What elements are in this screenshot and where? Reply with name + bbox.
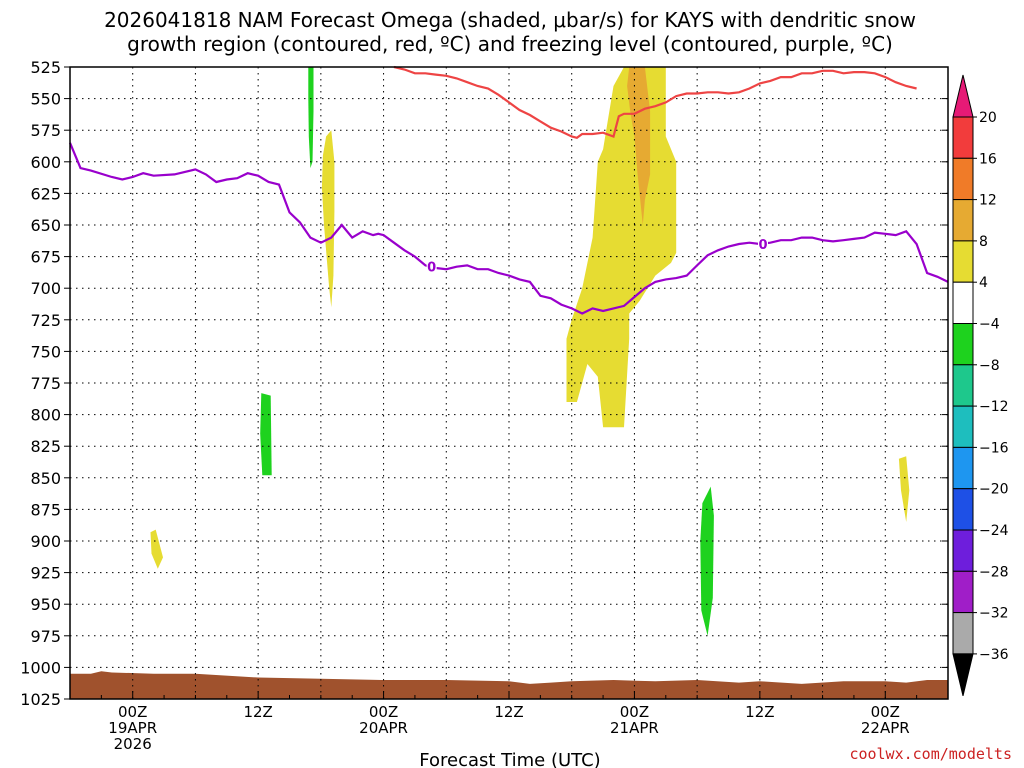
colorbar-tick-label: −36 [979, 647, 1009, 663]
colorbar-tick-label: −32 [979, 606, 1009, 622]
freezing-label-bg [757, 236, 768, 251]
y-tick-label: 850 [30, 469, 61, 488]
x-tick-label: 12Z [494, 703, 523, 721]
y-tick-label: 1000 [20, 658, 61, 677]
colorbar-tick-label: 16 [979, 151, 997, 167]
x-axis-label: Forecast Time (UTC) [419, 750, 600, 768]
freezing-level-label: 0 [427, 261, 436, 276]
colorbar-swatch [952, 612, 974, 655]
y-tick-label: 725 [30, 311, 61, 330]
colorbar-tick-label: −20 [979, 482, 1009, 498]
colorbar-tick-label: −28 [979, 564, 1009, 580]
x-tick-label: 20APR [359, 719, 408, 737]
colorbar-swatch [952, 405, 974, 448]
y-tick-label: 1025 [20, 690, 61, 709]
dgz-contour-line [393, 65, 917, 139]
y-tick-label: 775 [30, 374, 61, 393]
x-tick-label: 21APR [610, 719, 659, 737]
colorbar-tick-label: 12 [979, 193, 997, 209]
omega-region-yellow-streak [321, 130, 335, 308]
site-credit: coolwx.com/modelts [849, 745, 1012, 763]
y-tick-label: 525 [30, 58, 61, 77]
colorbar-swatch [952, 323, 974, 366]
colorbar-top-triangle [952, 74, 974, 118]
grid-lines [70, 67, 948, 699]
colorbar-tick-label: −12 [979, 399, 1009, 415]
x-tick-label: 12Z [745, 703, 774, 721]
y-tick-label: 650 [30, 216, 61, 235]
omega-region-green-streak [308, 67, 314, 169]
colorbar-bottom-triangle [952, 653, 974, 697]
x-tick-label: 2026 [114, 735, 152, 753]
colorbar-tick-label: −16 [979, 440, 1009, 456]
freezing-level-label: 0 [758, 238, 767, 253]
y-tick-label: 875 [30, 500, 61, 519]
colorbar-tick-label: 20 [979, 110, 997, 126]
y-tick-label: 600 [30, 153, 61, 172]
x-tick-label: 12Z [243, 703, 272, 721]
y-tick-label: 750 [30, 342, 61, 361]
colorbar-tick-label: −24 [979, 523, 1009, 539]
y-axis-ticks: 525 550 575 600 625 650 675 700 725 750 775 800 825 8… [20, 58, 948, 709]
colorbar-swatch [952, 281, 974, 325]
x-tick-label: 00Z [620, 703, 649, 721]
y-tick-label: 925 [30, 564, 61, 583]
omega-region-yellow-blob-1 [566, 67, 677, 428]
x-tick-label: 00Z [118, 703, 147, 721]
colorbar-swatch [952, 240, 974, 283]
freezing-level-line [68, 142, 949, 315]
x-tick-label: 00Z [871, 703, 900, 721]
colorbar-swatch [952, 488, 974, 531]
omega-region-green-blob-2 [700, 486, 714, 636]
x-tick-label: 00Z [369, 703, 398, 721]
colorbar-swatch [952, 116, 974, 159]
y-tick-label: 975 [30, 627, 61, 646]
colorbar-tick-label: −4 [979, 317, 1000, 333]
omega-colorbar: 20 16 12 8 4 −4 −8 −12 −16 −20 −24 −28 −32 −36 [952, 74, 1009, 697]
colorbar-swatch [952, 446, 974, 490]
y-tick-label: 950 [30, 595, 61, 614]
freezing-label-bg [426, 259, 437, 274]
y-tick-label: 675 [30, 248, 61, 267]
x-tick-label: 22APR [861, 719, 910, 737]
colorbar-swatch [952, 570, 974, 614]
colorbar-swatch [952, 529, 974, 572]
y-tick-label: 625 [30, 184, 61, 203]
y-tick-label: 575 [30, 121, 61, 140]
colorbar-tick-label: −8 [979, 358, 1000, 374]
contour-layer: 00 [68, 65, 949, 315]
y-tick-label: 700 [30, 279, 61, 298]
y-tick-label: 900 [30, 532, 61, 551]
colorbar-swatch [952, 157, 974, 201]
x-tick-label: 19APR [108, 719, 157, 737]
omega-region-yellow-speck-1 [150, 529, 163, 569]
colorbar-tick-label: 8 [979, 234, 988, 250]
chart-title-line1: 2026041818 NAM Forecast Omega (shaded, μ… [104, 8, 916, 32]
omega-region-yellow-speck-2 [898, 456, 910, 522]
y-tick-label: 550 [30, 90, 61, 109]
colorbar-swatch [952, 364, 974, 407]
omega-region-orange-blob [627, 67, 651, 225]
y-tick-label: 800 [30, 406, 61, 425]
colorbar-swatch [952, 199, 974, 242]
omega-region-green-blob-1 [260, 393, 272, 476]
chart-title-line2: growth region (contoured, red, ºC) and f… [127, 32, 893, 56]
colorbar-tick-label: 4 [979, 275, 988, 291]
y-tick-label: 825 [30, 437, 61, 456]
